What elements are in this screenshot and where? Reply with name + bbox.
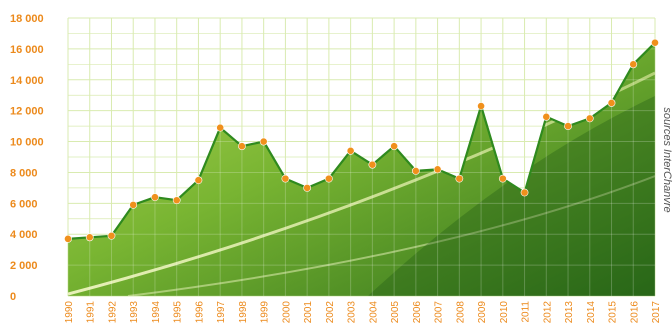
leaf-vein: [127, 175, 655, 296]
data-point: [346, 146, 355, 155]
x-tick-label: 2015: [608, 301, 619, 324]
data-point: [651, 38, 659, 47]
x-tick-label: 1990: [64, 301, 75, 324]
data-point: [455, 174, 464, 183]
data-point: [172, 196, 181, 205]
data-point: [368, 160, 377, 169]
x-tick-label: 1996: [194, 301, 205, 324]
x-tick-label: 2016: [629, 301, 640, 324]
source-note: sources InterChanvre: [661, 107, 672, 212]
x-tick-label: 1992: [107, 301, 118, 324]
data-point: [564, 122, 572, 131]
x-tick-label: 1999: [260, 301, 271, 324]
x-tick-label: 2011: [521, 301, 532, 323]
x-tick-label: 1998: [238, 301, 249, 324]
x-axis-ticks: 1990 1991 1992 1993 1994 1995 1996 1997 1998 1999…: [64, 301, 662, 324]
data-point: [607, 99, 616, 107]
data-point: [324, 174, 333, 183]
x-tick-label: 2017: [651, 301, 662, 324]
x-tick-label: 2014: [586, 301, 597, 324]
data-point: [520, 188, 529, 197]
x-tick-label: 1994: [151, 301, 162, 324]
y-tick-label: 6 000: [10, 198, 38, 210]
data-point: [259, 137, 268, 146]
data-point: [151, 193, 159, 202]
x-tick-label: 2005: [390, 301, 401, 324]
data-point: [303, 183, 312, 192]
y-tick-label: 18 000: [10, 13, 44, 25]
data-point: [477, 102, 485, 110]
x-tick-label: 2003: [347, 301, 358, 324]
y-axis-ticks: 18 000 16 000 14 000 12 000 10 000 8 000 6 000…: [10, 13, 44, 303]
x-tick-label: 2007: [434, 301, 445, 324]
data-point: [194, 176, 203, 185]
y-tick-label: 16 000: [10, 44, 44, 56]
y-tick-label: 12 000: [10, 106, 44, 118]
x-tick-label: 2000: [281, 301, 292, 324]
y-tick-label: 2 000: [10, 260, 38, 272]
data-point: [629, 60, 638, 69]
data-point: [498, 174, 507, 183]
data-point: [411, 166, 420, 175]
x-tick-label: 1997: [216, 301, 227, 324]
x-tick-label: 1991: [86, 301, 97, 324]
x-tick-label: 2008: [455, 301, 466, 324]
x-tick-label: 2010: [499, 301, 510, 324]
x-tick-label: 2006: [412, 301, 423, 324]
y-tick-label: 14 000: [10, 75, 44, 87]
x-tick-label: 2001: [303, 301, 314, 324]
data-point: [585, 114, 594, 123]
data-point: [390, 142, 399, 151]
x-tick-label: 2004: [368, 301, 379, 324]
data-point: [281, 174, 290, 183]
x-tick-label: 1993: [129, 301, 140, 324]
data-point: [433, 165, 442, 174]
data-point: [129, 200, 138, 209]
data-point: [238, 142, 246, 151]
x-tick-label: 2009: [477, 301, 488, 324]
y-tick-label: 4 000: [10, 229, 38, 241]
x-tick-label: 1995: [173, 301, 184, 324]
y-tick-label: 0: [10, 291, 16, 303]
data-point: [542, 112, 551, 121]
x-tick-label: 2013: [564, 301, 575, 324]
series-line: [67, 41, 656, 240]
data-point: [64, 234, 72, 243]
y-tick-label: 10 000: [10, 137, 44, 149]
data-point: [85, 233, 94, 242]
x-tick-label: 2002: [325, 301, 336, 324]
y-tick-label: 8 000: [10, 167, 38, 179]
x-tick-label: 2012: [542, 301, 553, 324]
data-point: [107, 231, 116, 240]
data-point: [216, 123, 225, 132]
leaf-shade: [368, 96, 655, 296]
data-markers: [64, 38, 659, 243]
